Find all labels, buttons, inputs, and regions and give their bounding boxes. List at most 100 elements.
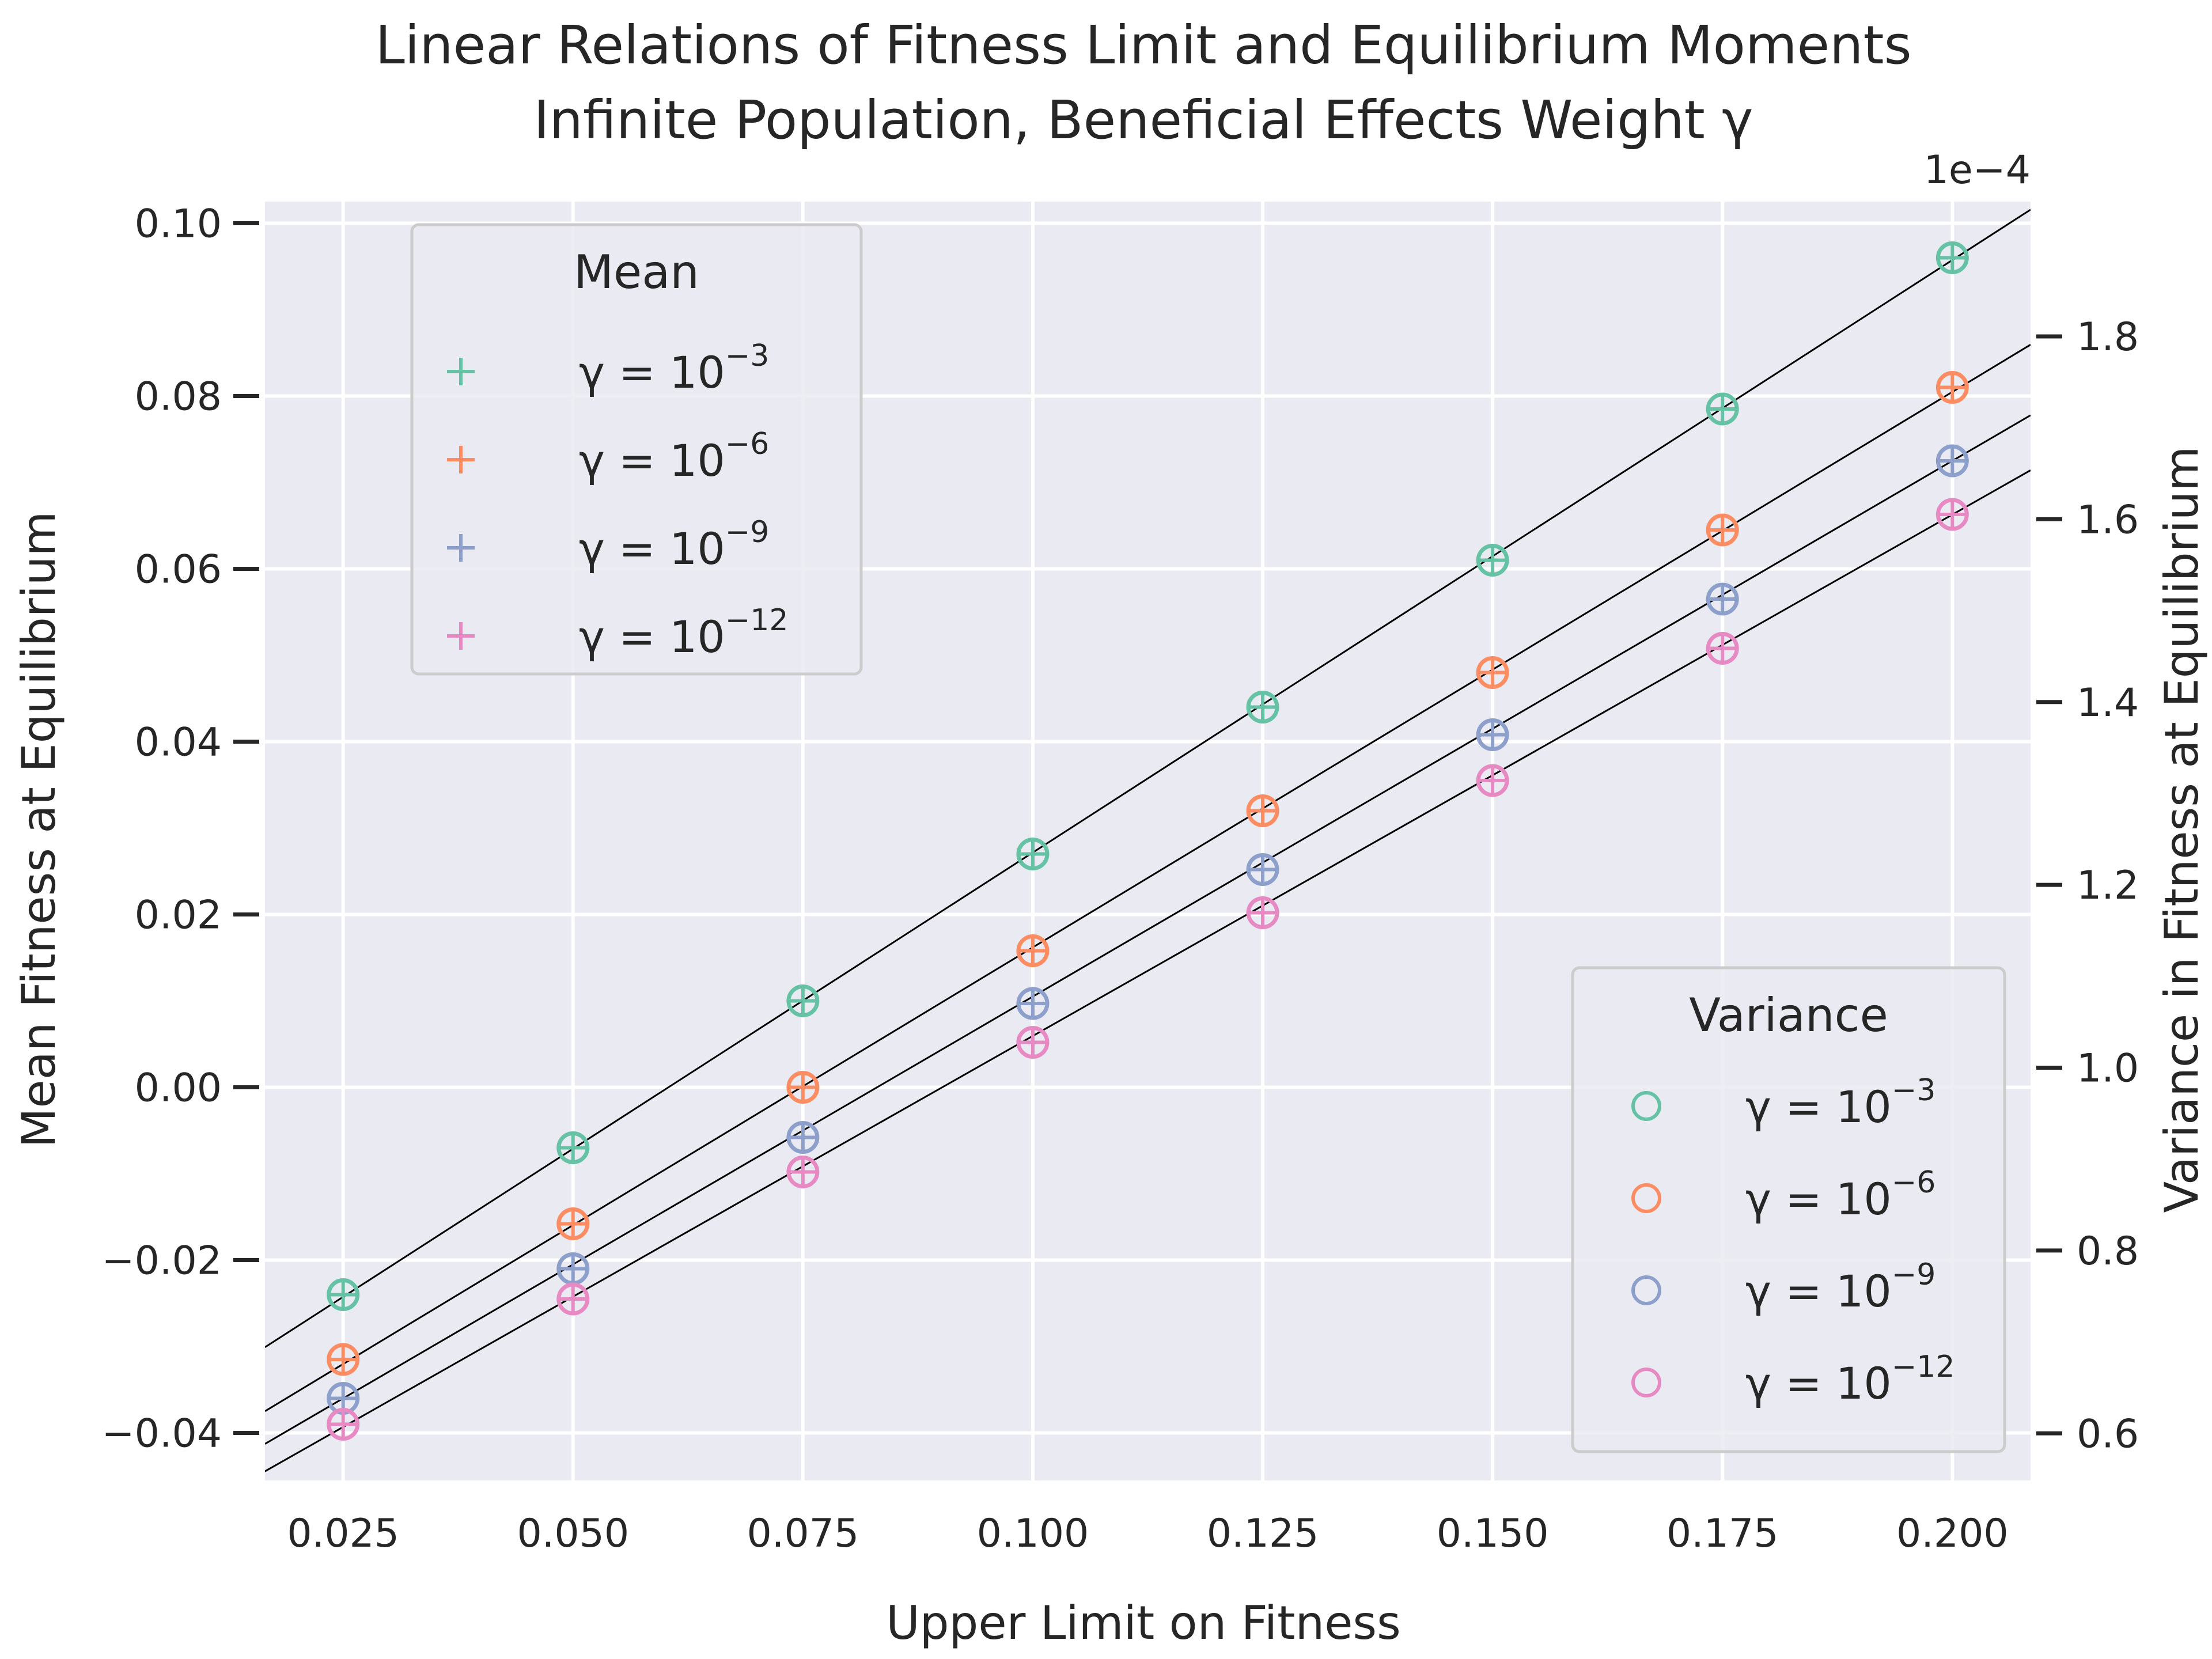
legend-label-base: γ = 10 bbox=[1745, 1358, 1892, 1409]
chart-subtitle: Infinite Population, Beneficial Effects … bbox=[533, 89, 1753, 151]
y-tick-label: −0.04 bbox=[102, 1411, 222, 1457]
mean-point bbox=[1710, 586, 1736, 612]
variance-point bbox=[1016, 1026, 1050, 1059]
y2-tick-label: 0.8 bbox=[2077, 1229, 2139, 1274]
legend-label-base: γ = 10 bbox=[579, 435, 725, 486]
legend-label-base: γ = 10 bbox=[1745, 1081, 1892, 1132]
x-tick-label: 0.025 bbox=[287, 1511, 399, 1556]
mean-point bbox=[1020, 1029, 1046, 1055]
variance-point bbox=[1706, 513, 1739, 547]
legend-label-exponent: −3 bbox=[1892, 1073, 1936, 1108]
variance-point bbox=[1706, 632, 1739, 665]
legend-circle-marker bbox=[1631, 1275, 1661, 1305]
variance-point bbox=[1016, 987, 1050, 1020]
legend-label: γ = 10−6 bbox=[579, 427, 769, 486]
mean-point bbox=[790, 1124, 816, 1150]
mean-point bbox=[1250, 857, 1276, 882]
x-tick-label: 0.200 bbox=[1896, 1511, 2009, 1556]
variance-point bbox=[1476, 764, 1509, 797]
mean-point bbox=[560, 1286, 586, 1312]
variance-point bbox=[1246, 794, 1279, 827]
legend-label-exponent: −3 bbox=[725, 339, 770, 373]
x-tick-label: 0.050 bbox=[517, 1511, 629, 1556]
mean-point bbox=[1940, 245, 1965, 271]
variance-point bbox=[786, 1121, 820, 1154]
legend-label: γ = 10−12 bbox=[1745, 1350, 1955, 1409]
variance-point bbox=[556, 1207, 590, 1240]
mean-point bbox=[1250, 798, 1276, 824]
data-markers bbox=[327, 241, 1969, 1441]
mean-point bbox=[330, 1411, 356, 1437]
legend-label-base: γ = 10 bbox=[579, 347, 725, 398]
mean-point bbox=[790, 1159, 816, 1185]
y2-tick-label: 1.6 bbox=[2077, 497, 2139, 543]
legend-label-base: γ = 10 bbox=[579, 611, 725, 662]
y2-axis-label: Variance in Fitness at Equilibrium bbox=[2155, 446, 2209, 1213]
variance-point bbox=[1246, 896, 1279, 929]
variance-point bbox=[556, 1282, 590, 1316]
legend-label-exponent: −9 bbox=[725, 515, 770, 550]
legend-plus-marker bbox=[447, 358, 475, 385]
legend-title: Variance bbox=[1689, 988, 1888, 1042]
mean-point bbox=[1020, 841, 1046, 867]
mean-point bbox=[1480, 722, 1506, 748]
legend-plus-marker bbox=[447, 622, 475, 650]
variance-point bbox=[1246, 853, 1279, 886]
mean-point bbox=[1480, 547, 1506, 573]
legend-box bbox=[1571, 966, 2006, 1453]
legend-label-exponent: −12 bbox=[1892, 1350, 1955, 1384]
y2-tick-label: 0.6 bbox=[2077, 1411, 2139, 1457]
mean-point bbox=[1710, 396, 1736, 422]
variance-point bbox=[1246, 691, 1279, 724]
variance-point bbox=[786, 984, 820, 1017]
x-axis-label: Upper Limit on Fitness bbox=[886, 1596, 1401, 1650]
variance-point bbox=[1706, 392, 1739, 426]
mean-point bbox=[1020, 938, 1046, 964]
legend-plus-marker bbox=[447, 446, 475, 474]
legend-label-exponent: −12 bbox=[725, 603, 789, 638]
mean-point bbox=[330, 1385, 356, 1411]
x-tick-label: 0.125 bbox=[1207, 1511, 1319, 1556]
y2-tick-label: 1.0 bbox=[2077, 1046, 2139, 1092]
mean-point bbox=[790, 1074, 816, 1100]
mean-point bbox=[330, 1347, 356, 1372]
legend-label-exponent: −6 bbox=[725, 427, 770, 461]
y2-offset-label: 1e−4 bbox=[1924, 147, 2031, 193]
variance-point bbox=[1706, 582, 1739, 616]
legend-label-exponent: −9 bbox=[1892, 1257, 1936, 1292]
legend-label: γ = 10−3 bbox=[1745, 1073, 1936, 1132]
legend-title: Mean bbox=[574, 245, 699, 299]
fit-line bbox=[265, 209, 2031, 1349]
axis-ticks: 0.025 0.050 0.075 0.100 0.125 0.150 0.175 0.200… bbox=[102, 202, 2139, 1557]
legend-label-exponent: −6 bbox=[1892, 1165, 1936, 1200]
mean-point bbox=[1480, 768, 1506, 793]
y-tick-label: 0.10 bbox=[135, 202, 222, 247]
variance-point bbox=[1936, 371, 1969, 404]
y2-tick-label: 1.2 bbox=[2077, 863, 2139, 908]
legend-label-base: γ = 10 bbox=[1745, 1173, 1892, 1225]
mean-point bbox=[1710, 635, 1736, 661]
mean-point bbox=[1940, 374, 1965, 400]
variance-point bbox=[327, 1343, 360, 1376]
x-tick-label: 0.075 bbox=[747, 1511, 859, 1556]
x-tick-label: 0.175 bbox=[1666, 1511, 1779, 1556]
legend-label-base: γ = 10 bbox=[1745, 1266, 1892, 1317]
mean-point bbox=[1710, 517, 1736, 543]
y-tick-label: 0.00 bbox=[135, 1066, 222, 1111]
legend-label: γ = 10−3 bbox=[579, 339, 769, 398]
legend-circle-marker bbox=[1631, 1183, 1661, 1213]
legend-circle-marker bbox=[1631, 1091, 1661, 1121]
variance-point bbox=[327, 1408, 360, 1441]
variance-point bbox=[1936, 241, 1969, 274]
y-tick-label: 0.06 bbox=[135, 547, 222, 593]
legend-box bbox=[410, 223, 863, 676]
variance-point bbox=[786, 1071, 820, 1104]
variance-point bbox=[786, 1156, 820, 1188]
y-tick-label: 0.08 bbox=[135, 374, 222, 420]
legend-label-base: γ = 10 bbox=[579, 523, 725, 574]
mean-point bbox=[560, 1256, 586, 1282]
legend-label: γ = 10−6 bbox=[1745, 1165, 1936, 1225]
x-tick-label: 0.100 bbox=[977, 1511, 1089, 1556]
